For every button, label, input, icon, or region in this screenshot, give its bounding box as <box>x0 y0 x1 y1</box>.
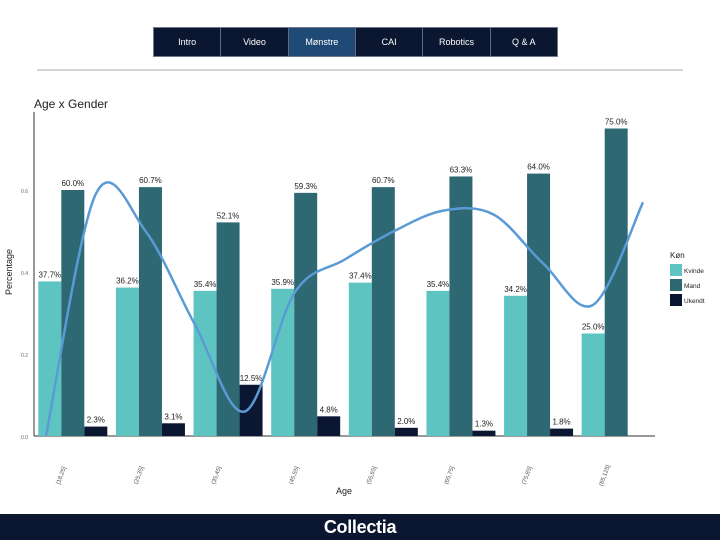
x-tick-label: (35,45] <box>211 466 223 486</box>
data-label: 63.3% <box>450 165 473 174</box>
bar-kvinde <box>38 281 62 436</box>
data-label: 35.4% <box>427 280 450 289</box>
bar-mand <box>449 176 473 436</box>
y-tick-label: 0.4 <box>21 271 28 277</box>
x-tick-label: (85,125] <box>599 464 612 487</box>
brand-logo: Collectia <box>323 516 397 537</box>
y-axis-label: Percentage <box>4 249 14 295</box>
bar-mand <box>371 187 395 436</box>
bar-mand <box>61 190 85 436</box>
chart-title: Age x Gender <box>34 97 108 111</box>
legend-title: Køn <box>670 251 685 260</box>
data-label: 52.1% <box>217 211 240 220</box>
bar-kvinde <box>504 295 528 436</box>
tab-2[interactable]: Mønstre <box>288 28 356 56</box>
x-axis-label: Age <box>336 486 352 496</box>
top-nav: Intro Video Mønstre CAI Robotics Q & A <box>153 27 558 57</box>
data-label: 1.8% <box>552 418 570 427</box>
legend-label: Kvinde <box>684 268 704 275</box>
bar-ukendt <box>317 416 341 436</box>
legend-swatch <box>670 264 682 276</box>
legend-swatch <box>670 294 682 306</box>
tab-4[interactable]: Robotics <box>423 28 491 56</box>
data-label: 4.8% <box>320 405 338 414</box>
bar-kvinde <box>271 288 295 436</box>
data-label: 59.3% <box>294 182 317 191</box>
data-label: 75.0% <box>605 118 628 127</box>
data-label: 34.2% <box>504 285 527 294</box>
bar-mand <box>216 222 240 436</box>
bar-ukendt <box>550 428 574 436</box>
x-tick-label: (45,55] <box>289 466 301 486</box>
data-label: 1.3% <box>475 420 493 429</box>
bar-ukendt <box>84 426 108 436</box>
tab-0[interactable]: Intro <box>154 28 222 56</box>
bar-kvinde <box>581 333 605 436</box>
data-label: 12.5% <box>240 374 263 383</box>
data-label: 2.3% <box>87 416 105 425</box>
legend-label: Ukendt <box>684 298 705 305</box>
y-tick-label: 0.2 <box>21 353 28 359</box>
footer-bar: Collectia <box>0 514 720 540</box>
data-label: 36.2% <box>116 277 139 286</box>
bar-ukendt <box>472 430 496 436</box>
bar-mand <box>604 128 628 436</box>
bar-kvinde <box>426 290 450 436</box>
x-tick-label: (75,85] <box>522 466 534 486</box>
data-label: 37.4% <box>349 272 372 281</box>
bar-mand <box>294 192 318 436</box>
data-label: 35.9% <box>271 278 294 287</box>
legend-swatch <box>670 279 682 291</box>
y-tick-label: 0.6 <box>21 189 28 195</box>
tab-3[interactable]: CAI <box>356 28 424 56</box>
data-label: 3.1% <box>164 412 182 421</box>
x-tick-label: (25,35] <box>133 466 145 486</box>
tab-5[interactable]: Q & A <box>512 37 536 47</box>
data-label: 60.7% <box>139 176 162 185</box>
x-tick-label: [18,25] <box>56 466 68 486</box>
bar-kvinde <box>193 290 217 436</box>
data-label: 35.4% <box>194 280 217 289</box>
y-tick-label: 0.0 <box>21 435 28 441</box>
x-tick-label: (65,75] <box>444 466 456 486</box>
tab-1[interactable]: Video <box>221 28 289 56</box>
trend-line <box>44 181 645 437</box>
bar-kvinde <box>348 282 372 436</box>
data-label: 37.7% <box>38 270 61 279</box>
legend-label: Mand <box>684 283 701 290</box>
data-label: 25.0% <box>582 323 605 332</box>
x-tick-label: (55,65] <box>366 466 378 486</box>
data-label: 60.7% <box>372 176 395 185</box>
nav-divider <box>37 69 683 71</box>
data-label: 2.0% <box>397 417 415 426</box>
bar-ukendt <box>394 427 418 436</box>
bar-ukendt <box>161 423 185 436</box>
bar-mand <box>527 173 551 436</box>
bar-kvinde <box>115 287 139 436</box>
data-label: 64.0% <box>527 163 550 172</box>
age-gender-chart: Age x Gender 0.0 0.2 0.4 0.6 Percentage 37.7% 6… <box>4 97 705 496</box>
data-label: 60.0% <box>61 179 84 188</box>
